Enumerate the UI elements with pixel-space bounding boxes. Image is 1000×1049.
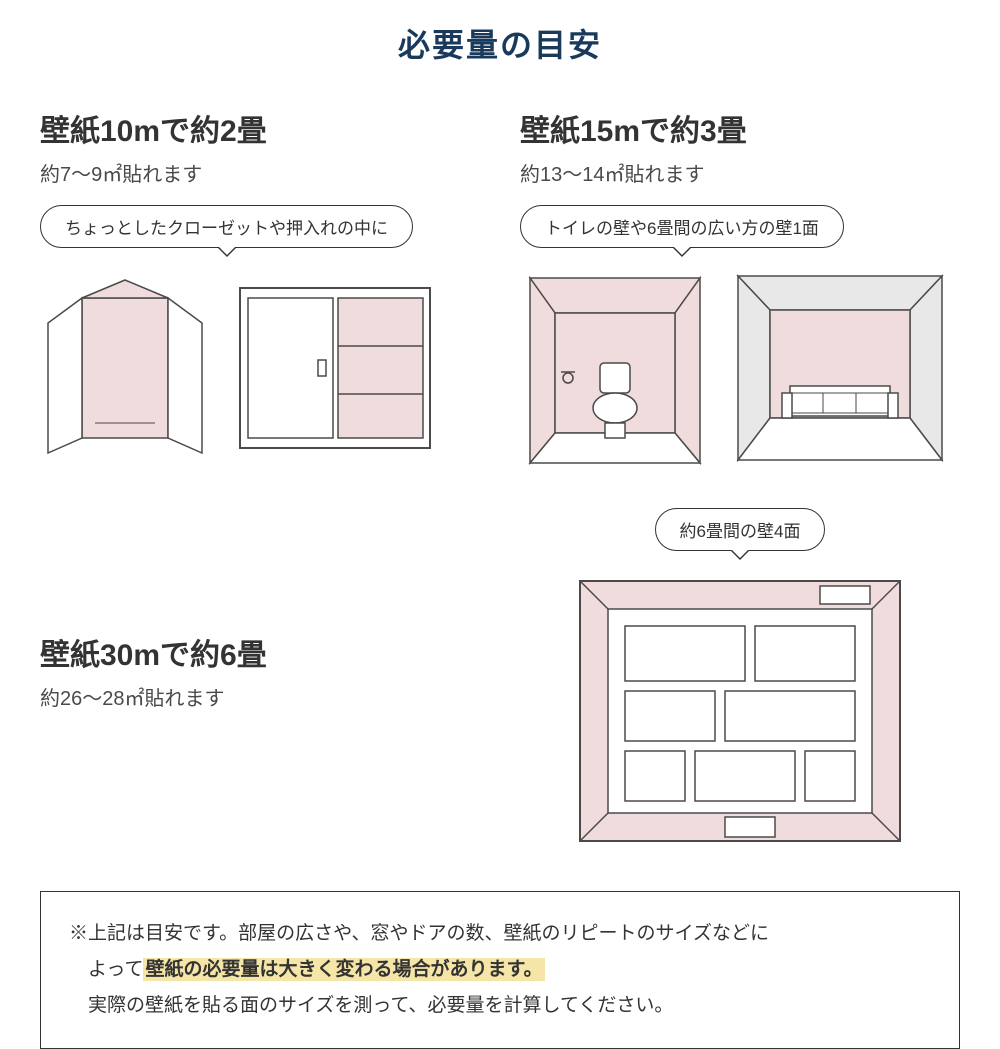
- cabinet-illustration: [230, 268, 440, 458]
- content-grid: 壁紙10mで約2畳 約7～9㎡貼れます ちょっとしたクローゼットや押入れの中に: [40, 106, 960, 851]
- section-30m-sub: 約26～28㎡貼れます: [40, 682, 480, 711]
- section-15m-illustrations: [520, 268, 960, 468]
- footnote-line-3: 実際の壁紙を貼る面のサイズを測って、必要量を計算してください。: [69, 988, 931, 1024]
- section-15m-sub: 約13～14㎡貼れます: [520, 158, 960, 187]
- section-15m-title: 壁紙15mで約3畳: [520, 106, 960, 150]
- room-plan-illustration: [570, 571, 910, 851]
- toilet-room-illustration: [520, 268, 710, 468]
- footnote-line-1: ※上記は目安です。部屋の広さや、窓やドアの数、壁紙のリピートのサイズなどに: [69, 916, 931, 952]
- section-30m-illustration-wrap: 約6畳間の壁4面: [520, 508, 960, 851]
- section-30m-title: 壁紙30mで約6畳: [40, 630, 480, 674]
- footnote-highlight: 壁紙の必要量は大きく変わる場合があります。: [143, 958, 544, 981]
- living-room-illustration: [730, 268, 950, 468]
- footnote-line-2-prefix: よって: [88, 959, 143, 980]
- footnote-box: ※上記は目安です。部屋の広さや、窓やドアの数、壁紙のリピートのサイズなどに よっ…: [40, 891, 960, 1049]
- footnote-line-2: よって壁紙の必要量は大きく変わる場合があります。: [69, 952, 931, 988]
- section-10m-bubble: ちょっとしたクローゼットや押入れの中に: [40, 205, 413, 248]
- page-title: 必要量の目安: [40, 20, 960, 66]
- section-10m-title: 壁紙10mで約2畳: [40, 106, 480, 150]
- section-30m-bubble: 約6畳間の壁4面: [655, 508, 826, 551]
- section-10m-illustrations: [40, 268, 480, 458]
- footnote-line-3-text: 実際の壁紙を貼る面のサイズを測って、必要量を計算してください。: [88, 995, 673, 1016]
- section-10m: 壁紙10mで約2畳 約7～9㎡貼れます ちょっとしたクローゼットや押入れの中に: [40, 106, 480, 468]
- section-15m: 壁紙15mで約3畳 約13～14㎡貼れます トイレの壁や6畳間の広い方の壁1面: [520, 106, 960, 468]
- closet-illustration: [40, 268, 210, 458]
- section-15m-bubble: トイレの壁や6畳間の広い方の壁1面: [520, 205, 844, 248]
- section-10m-sub: 約7～9㎡貼れます: [40, 158, 480, 187]
- section-30m: 壁紙30mで約6畳 約26～28㎡貼れます: [40, 630, 480, 729]
